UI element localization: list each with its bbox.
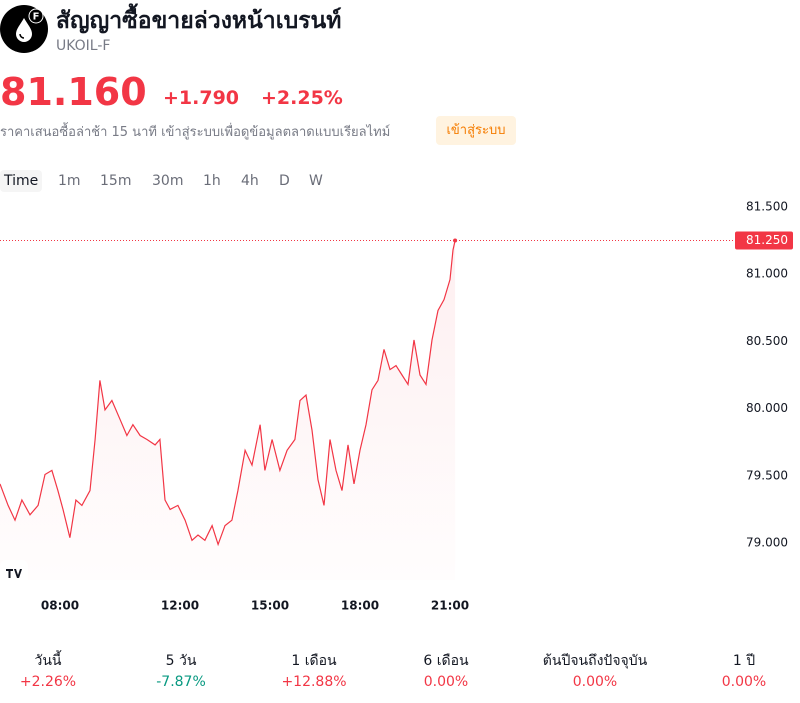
y-tick-label: 81.000 — [746, 267, 788, 281]
x-tick-label: 08:00 — [41, 599, 79, 613]
y-tick-label: 79.500 — [746, 468, 788, 482]
x-tick-label: 15:00 — [251, 599, 289, 613]
stat-value: 0.00% — [423, 674, 469, 690]
y-tick-label: 80.500 — [746, 334, 788, 348]
timeframe-tab[interactable]: W — [309, 173, 323, 189]
symbol-icon: F — [0, 5, 48, 53]
last-point — [453, 238, 458, 243]
stat-value: 0.00% — [721, 674, 767, 690]
timeframe-tab[interactable]: 4h — [241, 173, 259, 189]
last-price-tag — [735, 231, 793, 250]
change: +1.790 — [163, 87, 240, 109]
price-line-series — [0, 240, 456, 547]
stat-label: 5 วัน — [165, 653, 197, 669]
x-tick-label: 21:00 — [431, 599, 469, 613]
timeframe-tab[interactable]: 1h — [203, 173, 221, 189]
stat-value: +2.26% — [19, 674, 77, 690]
last-price-label: 81.250 — [746, 233, 788, 247]
stat-label: 1 ปี — [732, 653, 756, 669]
title: สัญญาซื้อขายล่วงหน้าเบรนท์ — [56, 8, 342, 34]
timeframe-tab[interactable]: D — [279, 173, 290, 189]
symbol: UKOIL-F — [56, 38, 111, 54]
x-tick-label: 12:00 — [161, 599, 199, 613]
stat-value: 0.00% — [572, 674, 618, 690]
stat-value: +12.88% — [281, 674, 347, 690]
y-tick-label: 80.000 — [746, 401, 788, 415]
timeframe-tab[interactable]: 15m — [100, 173, 132, 189]
stat-label: ต้นปีจนถึงปัจจุบัน — [542, 653, 648, 669]
x-tick-label: 18:00 — [341, 599, 379, 613]
stat-label: วันนี้ — [34, 653, 62, 669]
y-tick-label: 79.000 — [746, 536, 788, 550]
delay-note: ราคาเสนอซื้อล่าช้า 15 นาที เข้าสู่ระบบเพ… — [0, 125, 391, 140]
timeframe-tab[interactable]: Time — [0, 170, 43, 192]
stat-label: 1 เดือน — [291, 653, 337, 669]
timeframe-tab[interactable]: 1m — [58, 173, 81, 189]
y-tick-label: 81.500 — [746, 199, 788, 213]
line-area — [0, 240, 456, 580]
change-percent: +2.25% — [261, 87, 343, 109]
timeframe-tab[interactable]: 30m — [152, 173, 184, 189]
login-button[interactable]: เข้าสู่ระบบ — [436, 116, 516, 145]
stat-label: 6 เดือน — [423, 653, 469, 669]
tradingview-logo[interactable] — [0, 560, 28, 586]
stat-value: -7.87% — [156, 674, 206, 690]
icon-badge: F — [33, 12, 40, 23]
price: 81.160 — [0, 70, 147, 114]
